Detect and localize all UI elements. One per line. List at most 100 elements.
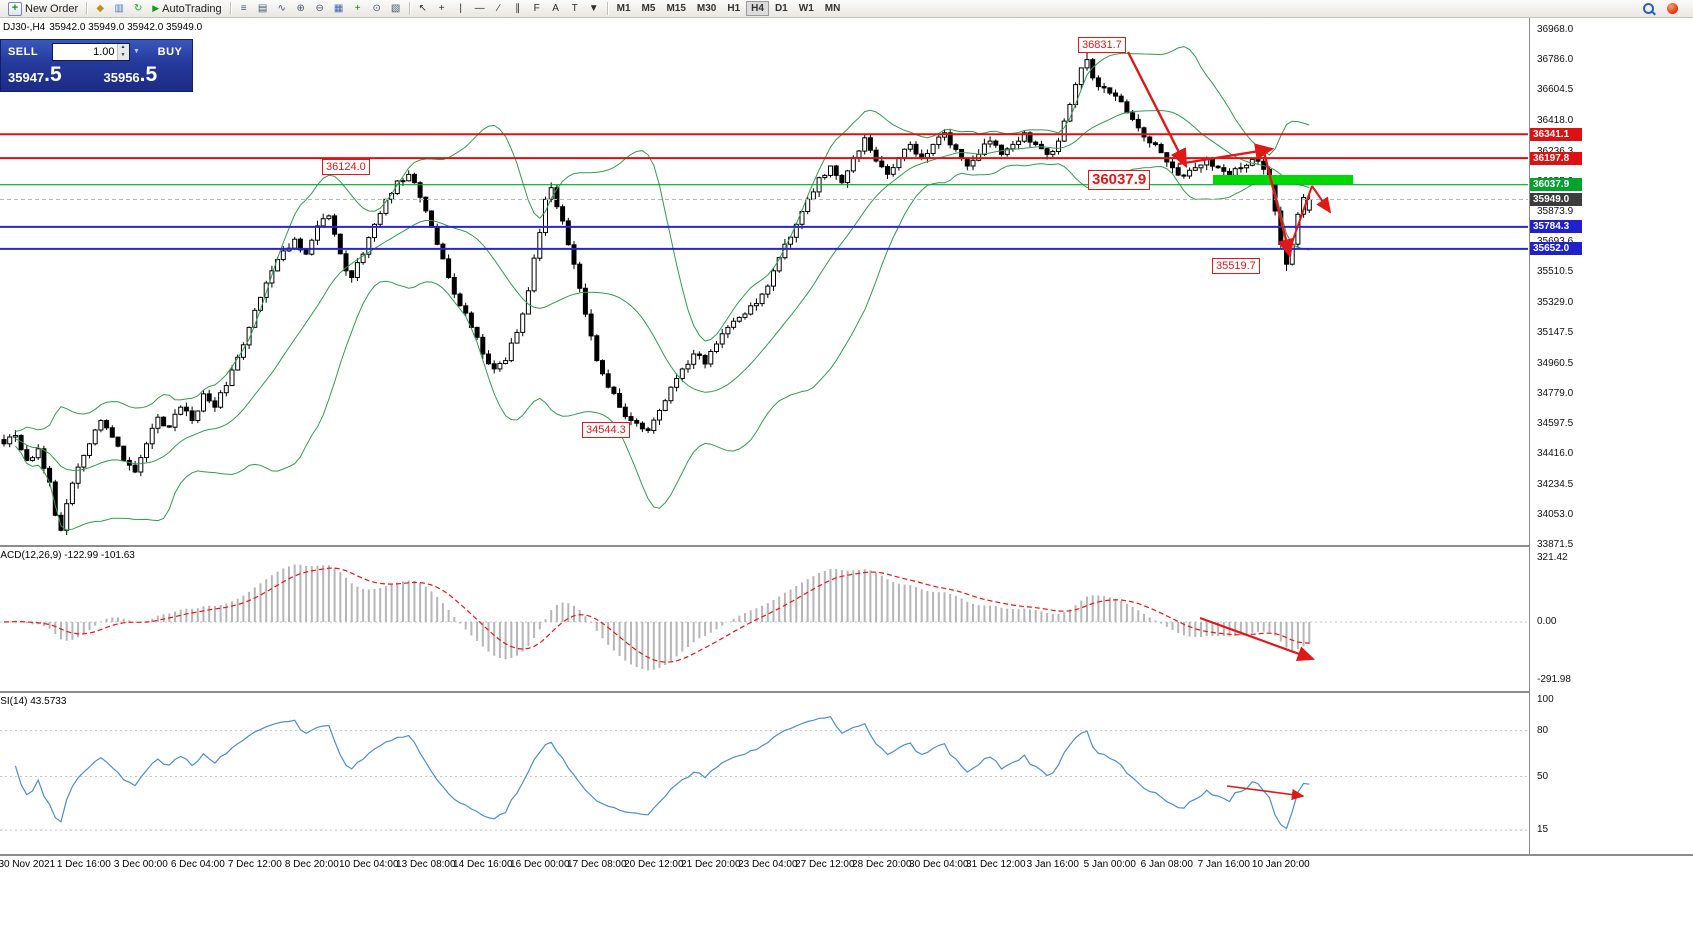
vertical-line-icon[interactable]: | (459, 3, 462, 14)
sell-button[interactable]: 35947.5 (1, 64, 62, 89)
fibonacci-icon[interactable]: F (533, 3, 540, 14)
zoom-out-icon[interactable]: ⊖ (315, 3, 324, 14)
price-axis-label: 34234.5 (1537, 478, 1574, 490)
macd-axis-label: -291.98 (1537, 674, 1571, 686)
rsi-axis-label: 50 (1537, 770, 1549, 782)
timeframe-w1[interactable]: W1 (798, 3, 814, 14)
main-chart-canvas[interactable] (0, 18, 1529, 545)
volume-field: ▲ ▼ (51, 42, 130, 61)
timeframe-h1[interactable]: H1 (727, 3, 741, 14)
charts-icon[interactable]: ◆ (96, 3, 105, 14)
price-annotation[interactable]: 36124.0 (322, 159, 370, 175)
one-click-trading-widget: SELL ▲ ▼ ▼ BUY 35947.5 35956.5 (0, 39, 193, 92)
data-window-icon[interactable]: ▥ (114, 3, 124, 14)
new-order-button[interactable]: + New Order (4, 1, 82, 17)
toolbar-right (1639, 1, 1681, 16)
price-tag: 36037.9 (1530, 178, 1582, 192)
time-axis-label: 23 Dec 04:00 (738, 859, 798, 870)
price-annotation[interactable]: 36037.9 (1088, 170, 1151, 190)
panel-separator (0, 854, 1693, 856)
time-axis-label: 16 Dec 00:00 (510, 859, 570, 870)
time-axis-label: 13 Dec 08:00 (396, 859, 456, 870)
time-axis-label: 1 Dec 16:00 (56, 859, 111, 870)
toolbar-chart-tools: ≡ ▤ ∿ ⊕ ⊖ ▦ + ⊙ ▧ (235, 1, 405, 16)
rsi-axis-label: 80 (1537, 724, 1549, 736)
timeframe-buttons: M1 M5 M15 M30 H1 H4 D1 W1 MN (612, 1, 846, 16)
toolbar-separator (229, 2, 231, 15)
periods-icon[interactable]: ⊙ (372, 3, 381, 14)
macd-canvas[interactable] (0, 547, 1529, 691)
time-axis-label: 17 Dec 08:00 (567, 859, 627, 870)
volume-down-icon[interactable]: ▼ (117, 51, 129, 60)
price-annotation[interactable]: 35519.7 (1212, 258, 1260, 274)
volume-dropdown-icon[interactable]: ▼ (133, 48, 140, 55)
buy-button[interactable]: 35956.5 (97, 64, 158, 89)
timeframe-mn[interactable]: MN (824, 3, 841, 14)
panel-separator[interactable] (0, 545, 1693, 547)
time-axis-label: 8 Dec 20:00 (284, 859, 339, 870)
price-axis-label: 36968.0 (1537, 24, 1574, 35)
time-axis-label: 31 Dec 12:00 (966, 859, 1026, 870)
time-axis-label: 7 Jan 16:00 (1197, 859, 1250, 870)
time-axis-label: 27 Dec 12:00 (795, 859, 855, 870)
volume-input[interactable] (52, 45, 117, 58)
crosshair-icon[interactable]: + (438, 3, 445, 14)
price-annotation[interactable]: 34544.3 (582, 422, 630, 438)
bar-chart-icon[interactable]: ≡ (240, 3, 247, 14)
toolbar: + New Order ◆ ▥ ↻ ▶ AutoTrading ≡ ▤ ∿ ⊕ ⊖ ▦ + ⊙ ▧ … (0, 0, 1693, 18)
search-icon[interactable] (1639, 1, 1657, 16)
rsi-panel[interactable]: RSI(14) 43.5733 (0, 693, 1529, 854)
sell-price: 35947 (8, 70, 45, 85)
templates-icon[interactable]: ▧ (390, 3, 401, 14)
price-axis-label: 36418.0 (1537, 115, 1574, 127)
time-axis-label: 10 Jan 20:00 (1251, 859, 1310, 870)
arrows-icon[interactable]: ▼ (588, 3, 599, 14)
macd-axis-label: 321.42 (1537, 552, 1568, 563)
volume-up-icon[interactable]: ▲ (117, 43, 129, 52)
candlestick-icon[interactable]: ▤ (257, 3, 268, 14)
price-tag: 35652.0 (1530, 242, 1582, 256)
label-icon[interactable]: T (571, 3, 578, 14)
timeframe-m1[interactable]: M1 (616, 3, 631, 14)
autotrading-play-icon: ▶ (152, 3, 160, 13)
price-axis-label: 36236.3 (1537, 146, 1573, 158)
volume-stepper[interactable]: ▲ ▼ (116, 43, 129, 60)
autotrading-button[interactable]: ▶ AutoTrading (148, 1, 225, 17)
panel-separator[interactable] (0, 691, 1693, 693)
time-axis-label: 28 Dec 20:00 (852, 859, 912, 870)
text-icon[interactable]: A (552, 3, 559, 14)
price-axis-label: 33871.5 (1537, 539, 1574, 550)
cursor-icon[interactable]: ↖ (418, 3, 427, 14)
channel-icon[interactable]: ∥ (515, 3, 521, 14)
rsi-canvas[interactable] (0, 693, 1529, 854)
price-axis[interactable]: 36968.036786.036604.536418.036236.336055… (1529, 18, 1693, 854)
rsi-axis-label: 100 (1537, 694, 1554, 705)
community-icon[interactable] (1663, 1, 1681, 16)
macd-label: MACD(12,26,9) -122.99 -101.63 (0, 550, 135, 561)
community-orb-glyph (1666, 3, 1678, 14)
horizontal-line-icon[interactable]: — (474, 3, 485, 14)
price-axis-label: 34779.0 (1537, 388, 1574, 400)
refresh-icon[interactable]: ↻ (133, 3, 143, 14)
trendline-icon[interactable]: ∕ (497, 3, 500, 14)
price-tag: 35784.3 (1530, 220, 1582, 234)
timeframe-m15[interactable]: M15 (666, 3, 686, 14)
macd-panel[interactable]: MACD(12,26,9) -122.99 -101.63 (0, 547, 1529, 691)
zoom-in-icon[interactable]: ⊕ (296, 3, 305, 14)
indicators-icon[interactable]: + (354, 3, 361, 14)
line-chart-icon[interactable]: ∿ (277, 3, 286, 14)
toolbar-separator (86, 2, 88, 15)
time-axis-label: 3 Dec 00:00 (113, 859, 168, 870)
toolbar-left-icons: ◆ ▥ ↻ (91, 1, 147, 16)
main-chart-panel[interactable]: DJ30-,H4 35942.0 35949.0 35942.0 35949.0 … (0, 18, 1529, 545)
time-axis[interactable]: 30 Nov 2021 1 Dec 16:00 3 Dec 00:00 6 Dec 0… (0, 856, 1693, 876)
timeframe-h4[interactable]: H4 (746, 1, 769, 16)
timeframe-m30[interactable]: M30 (696, 3, 717, 14)
tile-windows-icon[interactable]: ▦ (333, 3, 344, 14)
price-axis-label: 35147.5 (1537, 326, 1574, 338)
timeframe-m5[interactable]: M5 (641, 3, 656, 14)
new-order-icon: + (8, 1, 22, 16)
price-axis-label: 35510.5 (1537, 266, 1574, 278)
timeframe-d1[interactable]: D1 (774, 3, 788, 14)
price-annotation[interactable]: 36831.7 (1078, 37, 1126, 53)
